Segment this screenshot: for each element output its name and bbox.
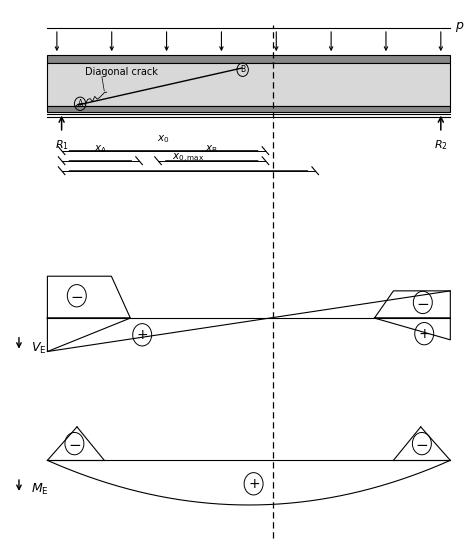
- Text: $x_0$: $x_0$: [157, 133, 170, 145]
- Text: $x_{0,\mathrm{max}}$: $x_{0,\mathrm{max}}$: [172, 152, 205, 165]
- Text: $-$: $-$: [70, 288, 83, 303]
- Bar: [47, 106, 450, 112]
- Text: $R_2$: $R_2$: [434, 138, 448, 152]
- Bar: [47, 63, 450, 106]
- Text: Diagonal crack: Diagonal crack: [85, 67, 158, 77]
- Text: A: A: [77, 99, 83, 108]
- Bar: [47, 55, 450, 63]
- Text: $+$: $+$: [136, 328, 148, 342]
- Text: $+$: $+$: [247, 477, 260, 491]
- Text: $-$: $-$: [68, 436, 81, 451]
- Text: $V_\mathrm{E}$: $V_\mathrm{E}$: [31, 340, 46, 356]
- Text: $+$: $+$: [418, 326, 430, 341]
- Text: $M_\mathrm{E}$: $M_\mathrm{E}$: [31, 482, 48, 498]
- Text: $p$: $p$: [455, 20, 465, 34]
- Text: $R_1$: $R_1$: [55, 138, 69, 152]
- Text: B: B: [240, 65, 245, 74]
- Text: $-$: $-$: [415, 436, 428, 451]
- Text: $-$: $-$: [416, 295, 429, 310]
- Text: $x_\mathrm{A}$: $x_\mathrm{A}$: [94, 143, 107, 155]
- Text: $x_\mathrm{B}$: $x_\mathrm{B}$: [205, 143, 218, 155]
